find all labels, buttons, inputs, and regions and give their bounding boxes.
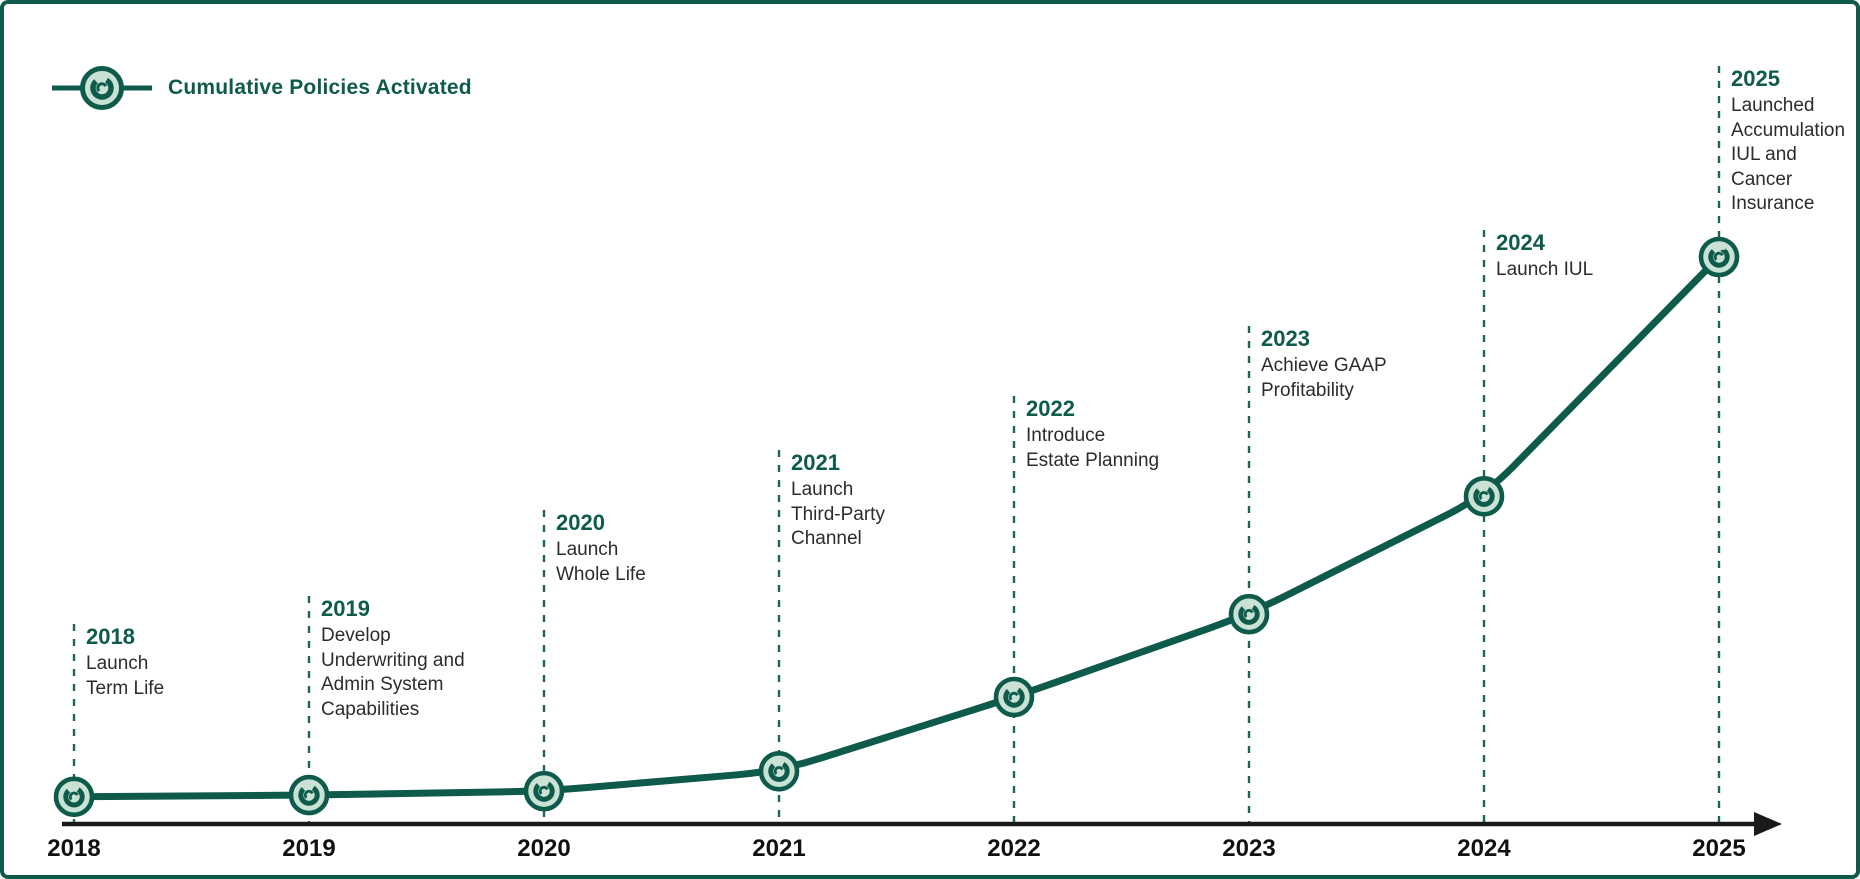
milestone-year: 2019	[321, 596, 370, 621]
milestone-text: Launch Term Life	[86, 653, 165, 699]
axis-tick-label-2020: 2020	[517, 835, 571, 862]
milestone-text: Launch Third-Party Channel	[791, 479, 885, 549]
axis-tick-label-2022: 2022	[987, 835, 1041, 862]
axis-tick-label-2018: 2018	[47, 835, 101, 862]
milestone-2021: 2021 Launch Third-Party Channel	[791, 450, 1011, 552]
chart-canvas	[53, 66, 1782, 836]
milestone-year: 2025	[1731, 66, 1780, 91]
axis-tick-label-2024: 2024	[1457, 835, 1511, 862]
milestone-year: 2018	[86, 624, 135, 649]
x-axis-arrow	[1754, 812, 1782, 836]
milestone-2024: 2024 Launch IUL	[1496, 230, 1716, 283]
legend: Cumulative Policies Activated	[50, 62, 472, 114]
axis-tick-label-2021: 2021	[752, 835, 806, 862]
milestone-2020: 2020 Launch Whole Life	[556, 510, 776, 587]
policy-marker-icon	[993, 676, 1035, 718]
milestone-year: 2022	[1026, 396, 1075, 421]
axis-tick-label-2025: 2025	[1692, 835, 1746, 862]
policy-marker-icon	[53, 776, 95, 818]
milestone-text: Develop Underwriting and Admin System Ca…	[321, 625, 465, 720]
milestone-text: Achieve GAAP Profitability	[1261, 355, 1387, 401]
milestone-text: Launch Whole Life	[556, 539, 646, 585]
policy-marker-icon	[758, 750, 800, 792]
milestone-year: 2020	[556, 510, 605, 535]
milestone-2019: 2019 Develop Underwriting and Admin Syst…	[321, 596, 541, 722]
milestone-text: Introduce Estate Planning	[1026, 425, 1160, 471]
cumulative-policies-line	[70, 253, 1723, 801]
policy-marker-icon	[1698, 236, 1740, 278]
axis-tick-label-2023: 2023	[1222, 835, 1276, 862]
milestone-2018: 2018 Launch Term Life	[86, 624, 306, 701]
policy-marker-icon	[288, 774, 330, 816]
policy-marker-icon	[1463, 475, 1505, 517]
milestone-2022: 2022 Introduce Estate Planning	[1026, 396, 1246, 473]
legend-marker-icon	[52, 66, 152, 110]
milestone-2023: 2023 Achieve GAAP Profitability	[1261, 326, 1481, 403]
milestone-text: Launch IUL	[1496, 259, 1594, 280]
policy-marker-icon	[523, 770, 565, 812]
milestone-2025: 2025 Launched Accumulation IUL and Cance…	[1731, 66, 1856, 217]
milestone-text: Launched Accumulation IUL and Cancer Ins…	[1731, 95, 1846, 214]
axis-tick-label-2019: 2019	[282, 835, 336, 862]
legend-label: Cumulative Policies Activated	[168, 76, 472, 99]
policy-marker-icon	[1228, 593, 1270, 635]
milestone-year: 2024	[1496, 230, 1545, 255]
milestone-year: 2021	[791, 450, 840, 475]
milestone-year: 2023	[1261, 326, 1310, 351]
